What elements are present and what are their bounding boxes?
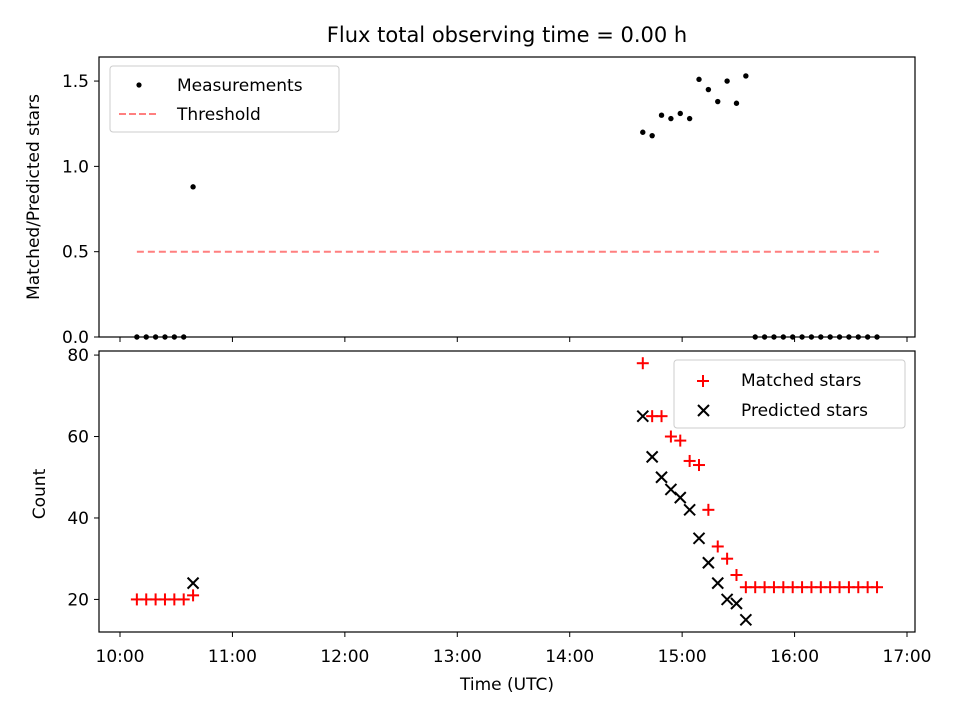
matched-star-point bbox=[693, 459, 706, 472]
predicted-x-b bbox=[636, 409, 649, 423]
x-tick-label: 12:00 bbox=[320, 647, 369, 667]
bottom-legend: Matched stars Predicted stars bbox=[673, 359, 906, 429]
predicted-x-b bbox=[730, 597, 743, 610]
bottom-panel: Count Time (UTC) 10:00 11:00 12:00 13:00 14:… bbox=[30, 346, 932, 695]
measurement-point bbox=[190, 184, 196, 190]
bottom-y-tick-label: 60 bbox=[67, 428, 89, 448]
predicted-star-point bbox=[730, 597, 743, 610]
predicted-x-b bbox=[655, 471, 668, 484]
top-y-tick-label: 1.5 bbox=[62, 72, 89, 92]
measurement-point bbox=[649, 132, 655, 139]
matched-star-point bbox=[187, 589, 200, 602]
matched-star-point bbox=[177, 593, 190, 606]
x-tick-label: 15:00 bbox=[658, 647, 707, 667]
bottom-y-tick-label: 80 bbox=[67, 346, 89, 366]
bottom-plot-marks: 10:00 11:00 12:00 13:00 14:00 15:00 16:00 17:00… bbox=[67, 346, 931, 667]
legend-matched-marker bbox=[697, 375, 709, 387]
matched-star-point bbox=[683, 454, 696, 467]
predicted-x-b bbox=[683, 503, 696, 517]
predicted-star-point bbox=[711, 576, 724, 590]
x-tick-label: 14:00 bbox=[545, 647, 594, 667]
measurement-point bbox=[715, 98, 721, 105]
bottom-axes-frame bbox=[98, 350, 916, 633]
measurement-point bbox=[696, 76, 702, 83]
legend-predicted-label: Predicted stars bbox=[741, 401, 868, 421]
predicted-x-b bbox=[702, 556, 715, 569]
x-axis-label: Time (UTC) bbox=[459, 675, 554, 695]
legend-matched-label: Matched stars bbox=[741, 371, 861, 391]
x-tick-label: 17:00 bbox=[883, 647, 932, 667]
matched-star-point bbox=[636, 357, 649, 370]
predicted-x-b bbox=[739, 613, 753, 626]
measurement-point bbox=[640, 129, 646, 135]
bottom-y-tick-label: 20 bbox=[67, 590, 89, 610]
measurement-point bbox=[677, 110, 683, 117]
predicted-x-b bbox=[692, 532, 706, 545]
measurement-point bbox=[668, 115, 674, 122]
predicted-x-b bbox=[645, 450, 659, 464]
predicted-x-b bbox=[674, 491, 687, 504]
predicted-star-point bbox=[683, 503, 696, 517]
measurement-point bbox=[743, 73, 749, 79]
legend-threshold-label: Threshold bbox=[176, 105, 261, 125]
measurement-point bbox=[705, 86, 712, 93]
predicted-star-point bbox=[702, 556, 715, 569]
predicted-star-point bbox=[692, 532, 706, 545]
top-panel: Matched/Predicted stars 0.0 0.5 1.0 1.5 Mea… bbox=[24, 56, 916, 348]
x-tick-label: 11:00 bbox=[208, 647, 257, 667]
top-y-tick-label: 0.0 bbox=[62, 328, 89, 348]
matched-star-point bbox=[711, 540, 724, 553]
matched-star-point bbox=[871, 581, 884, 594]
bottom-y-axis-label: Count bbox=[30, 468, 50, 519]
predicted-star-point bbox=[720, 593, 734, 606]
predicted-star-point bbox=[655, 471, 668, 484]
top-legend-box bbox=[109, 65, 340, 133]
measurement-point bbox=[724, 78, 730, 84]
top-legend: Measurements Threshold bbox=[109, 65, 340, 133]
measurement-point bbox=[733, 100, 740, 106]
measurement-point bbox=[686, 115, 693, 122]
predicted-star-point bbox=[636, 409, 649, 423]
top-y-tick-label: 0.5 bbox=[62, 243, 89, 263]
measurement-point bbox=[658, 112, 665, 118]
matched-star-point bbox=[655, 410, 668, 423]
matched-star-point bbox=[702, 503, 715, 516]
predicted-star-point bbox=[674, 491, 687, 504]
matched-star-point bbox=[674, 434, 687, 447]
x-tick-label: 13:00 bbox=[433, 647, 482, 667]
matched-star-point bbox=[721, 552, 734, 565]
predicted-star-point bbox=[739, 613, 753, 626]
legend-predicted-marker bbox=[697, 404, 710, 417]
x-tick-label: 16:00 bbox=[770, 647, 819, 667]
top-y-tick-label: 1.0 bbox=[62, 157, 89, 177]
predicted-x-b bbox=[720, 593, 734, 606]
predicted-star-point bbox=[186, 576, 200, 590]
chart-title: Flux total observing time = 0.00 h bbox=[327, 23, 687, 47]
predicted-x-b bbox=[711, 576, 724, 590]
predicted-x-b bbox=[664, 483, 678, 496]
predicted-x-b bbox=[186, 576, 200, 590]
top-axes-frame bbox=[98, 56, 916, 338]
matched-star-point bbox=[664, 430, 677, 443]
top-y-axis-label: Matched/Predicted stars bbox=[24, 94, 44, 300]
bottom-y-tick-label: 40 bbox=[67, 509, 89, 529]
bottom-legend-box bbox=[673, 359, 906, 429]
matched-star-point bbox=[730, 568, 743, 581]
x-tick-label: 10:00 bbox=[96, 647, 145, 667]
predicted-star-point bbox=[645, 450, 659, 464]
legend-measurements-marker bbox=[136, 82, 142, 88]
legend-measurements-label: Measurements bbox=[177, 76, 303, 96]
